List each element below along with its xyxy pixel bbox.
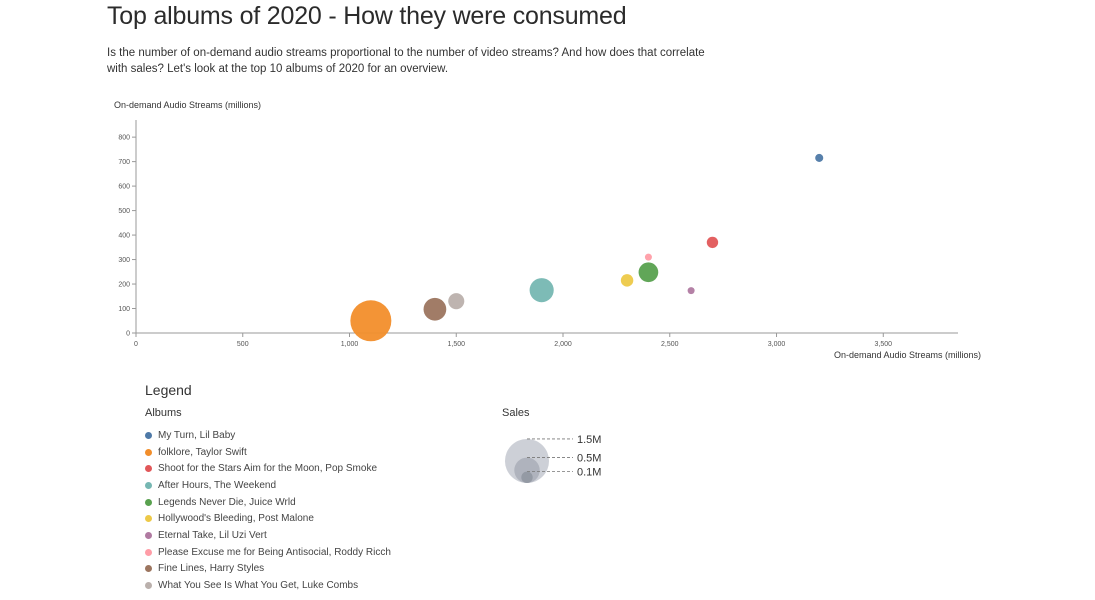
- page-subtitle: Is the number of on-demand audio streams…: [107, 47, 705, 75]
- legend-label: folklore, Taylor Swift: [158, 446, 247, 458]
- sales-circle: [514, 457, 540, 483]
- sales-legend-label: Sales: [502, 407, 530, 419]
- legend-label: Hollywood's Bleeding, Post Malone: [158, 513, 314, 525]
- sales-legend-value: 0.1M: [577, 467, 601, 479]
- legend-item: Fine Lines, Harry Styles: [145, 561, 391, 578]
- legend-swatch: [145, 548, 152, 556]
- y-tick-label: 400: [118, 233, 130, 240]
- legend-item: Please Excuse me for Being Antisocial, R…: [145, 544, 391, 561]
- data-point: Hollywood's Bleeding, Post Malone: [620, 274, 634, 287]
- legend-swatch: [145, 448, 152, 456]
- legend-label: My Turn, Lil Baby: [158, 429, 236, 441]
- legend-swatch: [145, 498, 152, 506]
- legend-label: Shoot for the Stars Aim for the Moon, Po…: [158, 463, 377, 475]
- data-point: Please Excuse me for Being Antisocial, R…: [644, 253, 652, 261]
- legend-swatch: [145, 481, 152, 489]
- x-tick-label: 3,500: [875, 341, 893, 348]
- data-point: Fine Lines, Harry Styles: [423, 297, 447, 321]
- x-tick-label: 2,000: [554, 341, 572, 348]
- legend-swatch: [145, 515, 152, 523]
- legend-swatch: [145, 465, 152, 473]
- sales-legend-value: 0.5M: [577, 453, 601, 465]
- legend-label: After Hours, The Weekend: [158, 479, 277, 491]
- x-axis-label: On-demand Audio Streams (millions): [834, 350, 981, 360]
- legend-swatch: [145, 582, 152, 590]
- x-tick-label: 3,000: [768, 341, 786, 348]
- data-point: What You See Is What You Get, Luke Combs: [448, 293, 465, 310]
- y-tick-label: 800: [118, 135, 130, 142]
- legend-item: My Turn, Lil Baby: [145, 427, 391, 444]
- legend-label: What You See Is What You Get, Luke Combs: [158, 580, 359, 592]
- data-point: Eternal Take, Lil Uzi Vert: [687, 287, 695, 295]
- y-tick-label: 200: [118, 282, 130, 289]
- albums-legend-label: Albums: [145, 407, 182, 419]
- legend-label: Fine Lines, Harry Styles: [158, 563, 265, 575]
- legend-swatch: [145, 565, 152, 573]
- legend-item: After Hours, The Weekend: [145, 477, 391, 494]
- y-tick-label: 600: [118, 184, 130, 191]
- legend-item: Eternal Take, Lil Uzi Vert: [145, 527, 391, 544]
- x-tick-label: 1,500: [447, 341, 465, 348]
- x-tick-label: 1,000: [341, 341, 359, 348]
- data-point: folklore, Taylor Swift: [350, 300, 392, 342]
- page-title: Top albums of 2020 - How they were consu…: [107, 2, 627, 30]
- data-point: Shoot for the Stars Aim for the Moon, Po…: [706, 236, 719, 249]
- y-tick-label: 0: [126, 331, 130, 338]
- legend-label: Please Excuse me for Being Antisocial, R…: [158, 546, 391, 558]
- x-tick-label: 2,500: [661, 341, 679, 348]
- legend-title: Legend: [145, 382, 192, 398]
- data-point: After Hours, The Weekend: [529, 278, 554, 303]
- y-tick-label: 700: [118, 159, 130, 166]
- data-point: My Turn, Lil Baby: [815, 153, 824, 162]
- y-axis-label: On-demand Audio Streams (millions): [114, 100, 261, 110]
- y-tick-label: 300: [118, 257, 130, 264]
- legend-label: Eternal Take, Lil Uzi Vert: [158, 529, 267, 541]
- axes: 0 100 200 300 400 500 600 700 800 0 500 1,000 1,500 2…: [118, 120, 958, 348]
- legend-label: Legends Never Die, Juice Wrld: [158, 496, 296, 508]
- x-tick-label: 0: [134, 341, 138, 348]
- scatter-chart: On-demand Audio Streams (millions) On-de…: [114, 100, 981, 360]
- legend-swatch: [145, 431, 152, 439]
- y-tick-label: 100: [118, 306, 130, 313]
- data-point: Legends Never Die, Juice Wrld: [638, 262, 659, 283]
- data-points: folklore, Taylor Swift After Hours, The W…: [350, 153, 824, 342]
- x-tick-label: 500: [237, 341, 249, 348]
- sales-legend: 1.5M 0.5M 0.1M: [504, 434, 601, 483]
- legend-item: Hollywood's Bleeding, Post Malone: [145, 510, 391, 527]
- sales-circle: [521, 471, 533, 483]
- albums-legend: My Turn, Lil Baby folklore, Taylor Swift S…: [145, 427, 391, 594]
- legend-item: folklore, Taylor Swift: [145, 444, 391, 461]
- legend-item: Legends Never Die, Juice Wrld: [145, 494, 391, 511]
- y-tick-label: 500: [118, 208, 130, 215]
- sales-legend-value: 1.5M: [577, 434, 601, 446]
- legend-swatch: [145, 531, 152, 539]
- legend-item: Shoot for the Stars Aim for the Moon, Po…: [145, 460, 391, 477]
- legend-item: What You See Is What You Get, Luke Combs: [145, 577, 391, 594]
